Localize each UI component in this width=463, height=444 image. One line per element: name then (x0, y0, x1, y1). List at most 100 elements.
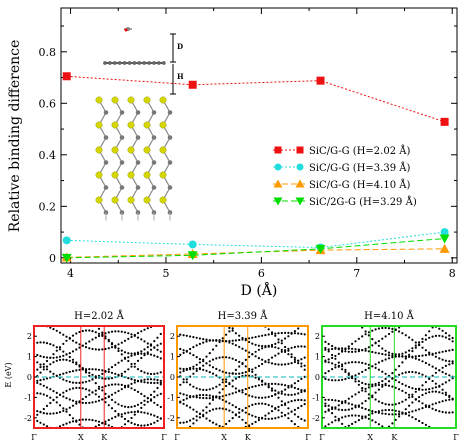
band-point (159, 381, 162, 384)
band-point (153, 401, 156, 404)
band-point (391, 403, 394, 406)
band-point (438, 384, 441, 387)
band-point (327, 348, 330, 351)
band-point (45, 368, 49, 371)
band-point (284, 337, 287, 340)
band-point (81, 418, 84, 421)
band-point (451, 340, 454, 343)
band-point (444, 372, 447, 375)
silicon-atom (111, 196, 119, 204)
band-point (274, 363, 277, 366)
kpoint-label: K (391, 433, 398, 442)
band-point (94, 375, 97, 378)
band-point (327, 423, 330, 426)
band-point (211, 396, 215, 399)
band-point (424, 338, 427, 341)
band-point (136, 336, 140, 339)
band-point (68, 370, 71, 373)
band-point (381, 409, 384, 412)
band-point (238, 365, 241, 368)
band-point (280, 390, 283, 393)
band-point (140, 380, 143, 383)
band-point (153, 378, 156, 381)
band-point (421, 360, 424, 363)
band-point (218, 356, 221, 359)
band-point (143, 411, 146, 414)
band-point (398, 381, 401, 384)
band-point (344, 408, 347, 412)
band-point (297, 362, 300, 365)
kpoint-label: X (221, 433, 227, 442)
band-point (84, 418, 88, 421)
silicon-atom (95, 121, 103, 129)
kpoint-label: Γ (319, 433, 325, 442)
band-point (143, 328, 146, 331)
band-point (451, 348, 454, 351)
band-point (228, 393, 231, 396)
band-point (411, 347, 414, 350)
band-point (387, 413, 391, 416)
band-point (284, 350, 287, 353)
band-point (257, 364, 260, 368)
band-point (411, 401, 414, 404)
band-point (280, 400, 283, 403)
band-point (361, 415, 364, 418)
band-point (293, 382, 296, 385)
band-point (45, 404, 49, 407)
band-point (411, 393, 414, 396)
band-point (384, 377, 387, 380)
panel-title: H=4.10 Å (364, 310, 415, 322)
band-point (36, 368, 39, 371)
band-point (205, 338, 208, 341)
band-point (381, 352, 384, 356)
band-point (401, 372, 404, 375)
band-point (88, 401, 91, 404)
carbon-atom (167, 110, 173, 115)
band-point (411, 370, 414, 374)
band-point (444, 399, 447, 402)
band-point (234, 332, 237, 335)
band-point (264, 334, 267, 337)
band-point (127, 356, 130, 359)
band-point (39, 355, 42, 358)
band-panel-2: H=3.39 Å -2 -1 0 1 2 Γ X K Γ (167, 310, 311, 442)
band-point (431, 387, 434, 390)
band-point (215, 423, 218, 426)
band-point (424, 405, 427, 408)
band-point (324, 398, 327, 401)
band-point (264, 402, 267, 406)
band-point (451, 411, 454, 414)
band-point (357, 404, 360, 407)
band-point (364, 407, 367, 411)
band-point (234, 339, 237, 342)
band-point (254, 350, 257, 353)
band-point (156, 355, 159, 358)
band-point (52, 356, 55, 359)
band-point (394, 386, 397, 389)
silicon-atom (95, 196, 103, 204)
band-point (277, 383, 280, 386)
band-curves (320, 325, 458, 429)
band-point (347, 373, 350, 376)
band-point (277, 341, 280, 344)
band-point (225, 380, 228, 383)
band-point (231, 329, 234, 332)
carbon-atom (103, 135, 109, 140)
band-point (374, 328, 377, 331)
x-tick-label: 5 (162, 267, 169, 280)
band-point (225, 333, 228, 336)
band-point (284, 413, 287, 417)
band-point (234, 377, 237, 380)
band-point (75, 420, 78, 423)
series-2 (62, 228, 449, 252)
band-point (195, 387, 198, 390)
band-point (411, 355, 414, 358)
band-point (36, 341, 39, 344)
band-point (277, 391, 280, 394)
band-point (254, 415, 257, 418)
band-point (133, 352, 136, 355)
energy-tick-label: -1 (167, 393, 175, 402)
band-point (361, 387, 364, 390)
band-point (408, 355, 411, 358)
band-point (208, 402, 211, 405)
